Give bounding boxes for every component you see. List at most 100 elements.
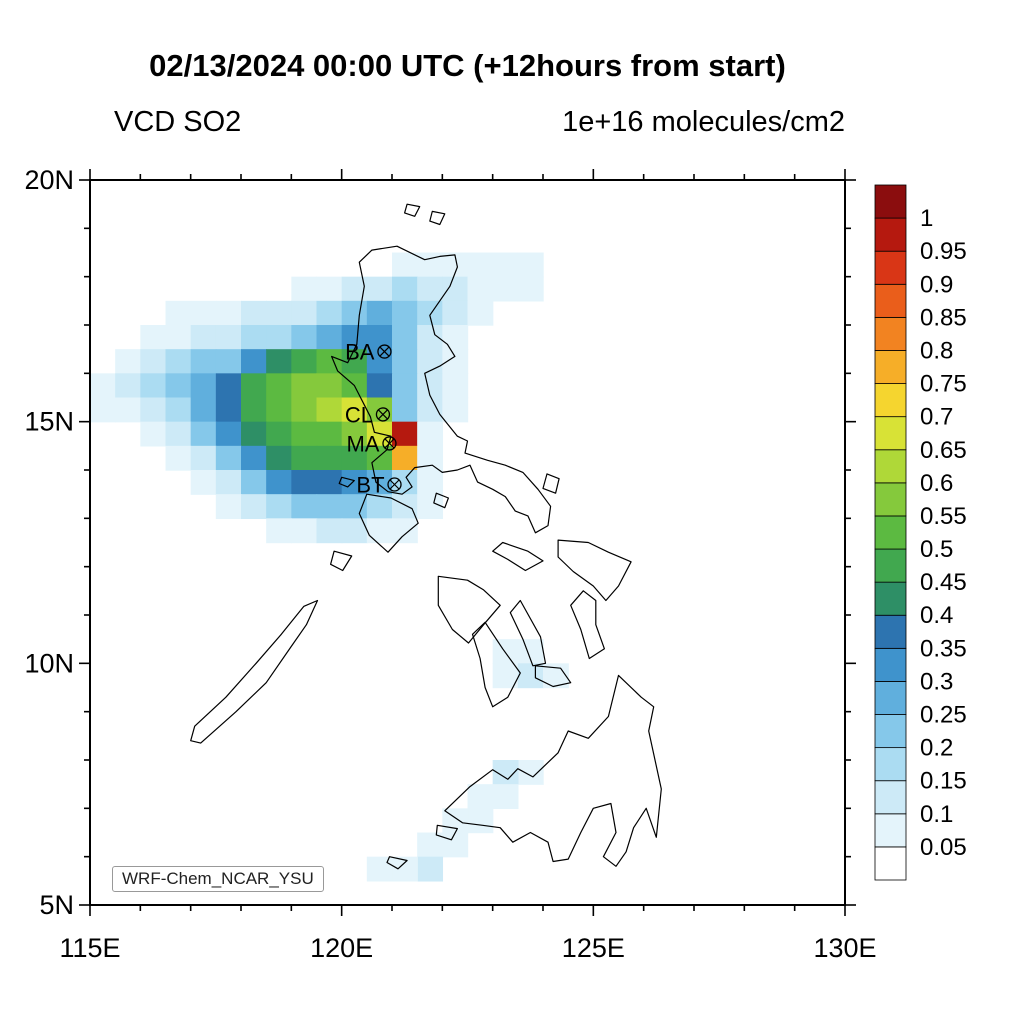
heatmap-cell [417,276,444,302]
heatmap-cell [140,373,167,399]
heatmap-cell [241,470,267,495]
heatmap-cell [467,300,494,326]
heatmap-cell [241,421,267,447]
heatmap-cell [140,349,167,375]
colorbar-box [874,350,907,384]
heatmap-cell [266,349,293,375]
station-cross-line [384,438,395,449]
colorbar-label: 0.85 [920,304,967,331]
heatmap-cell [215,470,242,495]
colorbar-label: 0.2 [920,735,953,762]
heatmap-cell [291,445,318,471]
y-axis-tick-label: 15N [24,407,74,437]
heatmap-cell [467,276,494,302]
heatmap-cell [492,252,519,278]
heatmap-cell [266,373,293,399]
colorbar-label: 0.75 [920,371,967,398]
heatmap-cell [241,300,267,326]
heatmap-cell [165,300,192,326]
y-axis-tick-label: 5N [39,890,74,920]
heatmap-cell [291,421,318,447]
colorbar-label: 0.4 [920,602,953,629]
heatmap-cell [392,325,418,350]
heatmap-cell [291,518,318,544]
colorbar-label: 0.6 [920,470,953,497]
heatmap-cell [90,373,116,399]
colorbar-label: 0.9 [920,271,953,298]
station-label: CL [345,402,373,427]
heatmap-cell [316,445,343,471]
colorbar-box [874,581,907,616]
heatmap-cell [190,445,217,471]
colorbar-label: 0.15 [920,768,967,795]
station-cross-line [389,479,400,490]
model-label: WRF-Chem_NCAR_YSU [112,866,324,892]
heatmap-cell [190,373,217,399]
axes-layer: 115E 120E 125E 130E 5N 10N 15N 20N [24,165,876,963]
station-label: MA [346,431,379,456]
heatmap-cell [215,325,242,350]
heatmap-cell [341,421,368,447]
heatmap-cell [517,252,544,278]
heatmap-cell [241,373,267,399]
heatmap-cell [392,349,418,375]
colorbar-box [874,846,907,881]
station-circle-cross-icon [377,344,392,359]
heatmap-cell [316,325,343,350]
heatmap-cell [316,518,343,544]
heatmap-cell [392,397,418,423]
colorbar-label: 1 [920,205,933,232]
heatmap-cell [140,421,167,447]
heatmap-cell [392,445,418,471]
y-axis-tick-label: 10N [24,648,74,678]
heatmap-cell [115,397,142,423]
heatmap-cell [115,373,142,399]
colorbar-box [874,217,907,252]
heatmap-cell [90,397,116,423]
heatmap-cell [492,639,519,665]
plot-border [89,179,846,906]
heatmap-cell [241,349,267,375]
coastline-babuyan-1 [404,203,421,217]
station-marker-CL: CL [345,402,391,427]
colorbar-box [874,614,907,649]
colorbar-box [874,316,907,351]
heatmap-cell [366,349,393,375]
heatmap-cell [266,421,293,447]
heatmap-cell [291,349,318,375]
coastline-mindanao [444,674,662,867]
colorbar-box [874,813,907,848]
coastline-samar [557,539,632,602]
colorbar-box [874,184,907,219]
stations-layer: BA CL MA BT [345,340,402,498]
station-circle-cross-icon [375,407,391,422]
colorbar-box [874,515,907,550]
heatmap-cell [467,808,494,834]
colorbar-box [874,482,907,517]
heatmap-cell [392,300,418,326]
colorbar-box [874,383,907,418]
coastline-busuanga [330,550,353,572]
station-marker-BA: BA [345,340,392,365]
station-cross-line [378,409,388,420]
colorbar-label: 0.05 [920,834,967,861]
heatmap-cell [366,856,393,882]
heatmap-cell [190,470,217,495]
colorbar-label: 0.3 [920,668,953,695]
heatmap-cell [140,397,167,423]
heatmap-cell [165,349,192,375]
heatmap-cell [241,445,267,471]
heatmap-cell [517,663,544,689]
heatmap-cell [215,373,242,399]
subtitle-variable: VCD SO2 [114,106,242,138]
plot-title: 02/13/2024 00:00 UTC (+12hours from star… [149,48,786,83]
heatmap-cell [165,421,192,447]
heatmap-cell [366,373,393,399]
heatmap-cell [392,856,418,882]
coastline-mindoro [358,493,419,553]
coastline-cebu [509,599,547,667]
coastline-layer [190,203,662,870]
coastline-basilan [435,824,458,841]
